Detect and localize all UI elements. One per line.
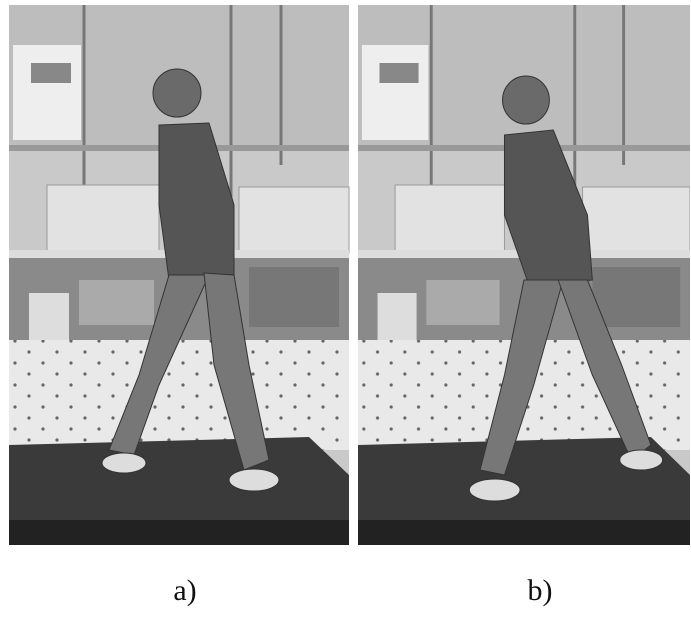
page: a) b) (() => { const data = JSON.parse(d… xyxy=(0,0,691,615)
panel-label: a) xyxy=(173,574,196,607)
photo-b xyxy=(358,5,690,545)
figure: a) b) xyxy=(0,0,691,615)
photo-a xyxy=(9,5,349,545)
panel-label: b) xyxy=(528,574,553,607)
